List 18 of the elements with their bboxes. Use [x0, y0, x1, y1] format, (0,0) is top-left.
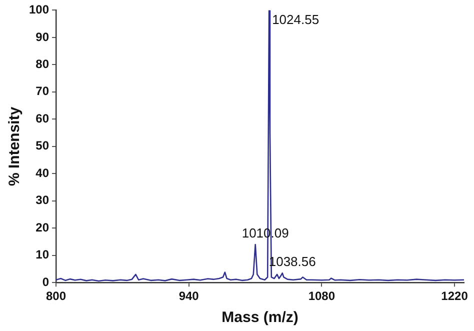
x-tick-label: 1220 [441, 289, 468, 304]
x-tick-label: 940 [178, 289, 200, 304]
x-tick-label: 1080 [308, 289, 336, 304]
y-tick-label: 40 [36, 166, 50, 180]
annotation: 1024.55 [272, 12, 320, 27]
x-tick-label: 800 [46, 289, 66, 304]
y-tick-label: 80 [36, 56, 50, 71]
y-tick-label: 10 [36, 248, 50, 262]
y-tick-label: 60 [36, 111, 50, 126]
y-tick-label: 20 [36, 220, 50, 234]
y-tick-label: 0 [42, 274, 50, 289]
x-axis-title: Mass (m/z) [222, 309, 298, 326]
y-tick-label: 100 [28, 2, 50, 17]
y-tick-label: 70 [36, 84, 50, 98]
y-tick-label: 30 [36, 193, 50, 208]
y-axis-title: % Intensity [6, 106, 24, 186]
y-tick-label: 90 [36, 30, 50, 44]
y-tick-label: 50 [36, 138, 50, 153]
